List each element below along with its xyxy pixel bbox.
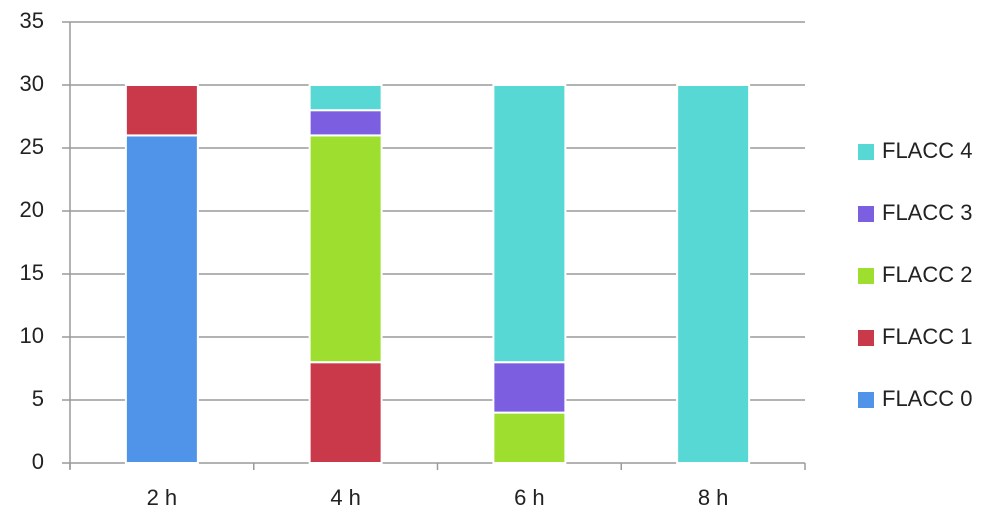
legend-label: FLACC 2 [882, 262, 972, 287]
y-tick-label: 25 [20, 134, 44, 159]
bar-segment [308, 361, 383, 465]
legend-swatch [858, 330, 874, 346]
bar-segment [308, 134, 383, 364]
legend-label: FLACC 3 [882, 200, 972, 225]
legend-swatch [858, 392, 874, 408]
legend-label: FLACC 0 [882, 386, 972, 411]
legend-swatch [858, 268, 874, 284]
legend-swatch [858, 206, 874, 222]
legend-swatch [858, 144, 874, 160]
y-tick-label: 10 [20, 323, 44, 348]
x-tick-label: 6 h [514, 485, 545, 510]
y-tick-label: 0 [32, 449, 44, 474]
y-tick-label: 30 [20, 71, 44, 96]
bar-segment [124, 84, 199, 137]
bar-segment [492, 84, 567, 364]
x-tick-label: 2 h [147, 485, 178, 510]
x-tick-label: 8 h [698, 485, 729, 510]
bar-segment [308, 109, 383, 137]
bar-segment [124, 134, 199, 464]
x-tick-label: 4 h [330, 485, 361, 510]
y-tick-label: 35 [20, 8, 44, 33]
bar-segment [492, 411, 567, 465]
y-tick-label: 15 [20, 260, 44, 285]
legend-label: FLACC 4 [882, 138, 972, 163]
y-tick-label: 20 [20, 197, 44, 222]
legend-label: FLACC 1 [882, 324, 972, 349]
bar-segment [676, 84, 751, 464]
bar-segment [492, 361, 567, 414]
bar-segment [308, 84, 383, 112]
y-tick-label: 5 [32, 386, 44, 411]
